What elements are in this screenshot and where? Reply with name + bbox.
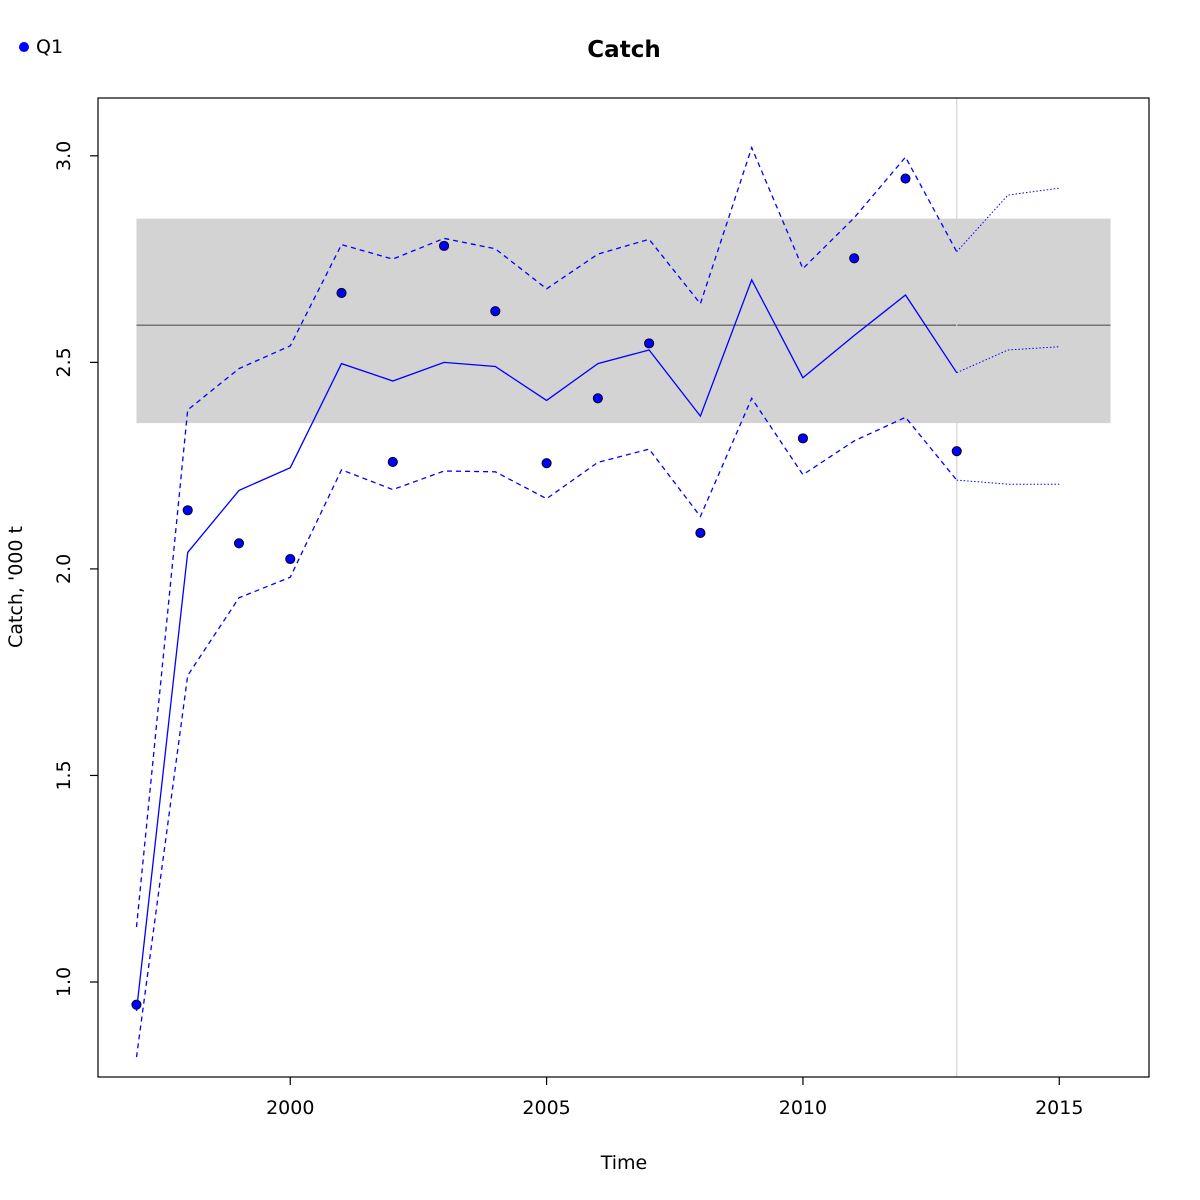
data-point xyxy=(490,306,501,317)
x-axis-title: Time xyxy=(600,1152,648,1174)
data-point xyxy=(797,433,808,444)
data-point xyxy=(387,456,398,467)
y-tick-label: 1.0 xyxy=(53,967,75,997)
x-tick-label: 2000 xyxy=(266,1097,314,1119)
reference-band xyxy=(136,218,1111,424)
data-point xyxy=(695,527,706,539)
data-point xyxy=(233,538,245,549)
series-line-solid-1 xyxy=(135,278,958,1011)
data-point xyxy=(849,253,860,264)
series-line-dotted-4 xyxy=(956,346,1060,374)
data-point xyxy=(182,505,193,516)
y-tick-label: 2.0 xyxy=(53,554,75,584)
series-line-dashed-3 xyxy=(135,396,958,1058)
data-point xyxy=(951,446,962,457)
series-line-dashed-2 xyxy=(135,145,958,928)
series-line-dotted-5 xyxy=(956,187,1060,253)
legend: Q1 xyxy=(19,36,63,58)
y-tick-label: 3.0 xyxy=(53,141,75,171)
data-point xyxy=(439,240,450,251)
chart-title: Catch xyxy=(587,37,660,63)
data-point xyxy=(592,393,603,404)
plot-frame xyxy=(97,97,1150,1078)
x-tick-label: 2015 xyxy=(1035,1097,1083,1119)
x-tick-label: 2010 xyxy=(779,1097,827,1119)
legend-label-q1: Q1 xyxy=(36,36,63,58)
legend-marker-q1 xyxy=(19,42,29,52)
data-point xyxy=(541,458,552,469)
data-point xyxy=(285,553,296,565)
y-tick-label: 1.5 xyxy=(53,760,75,790)
y-tick-label: 2.5 xyxy=(53,347,75,377)
x-tick-label: 2005 xyxy=(522,1097,570,1119)
data-point xyxy=(644,338,655,349)
data-point xyxy=(336,287,347,299)
y-axis-title: Catch, '000 t xyxy=(5,526,27,648)
data-point xyxy=(900,173,911,184)
